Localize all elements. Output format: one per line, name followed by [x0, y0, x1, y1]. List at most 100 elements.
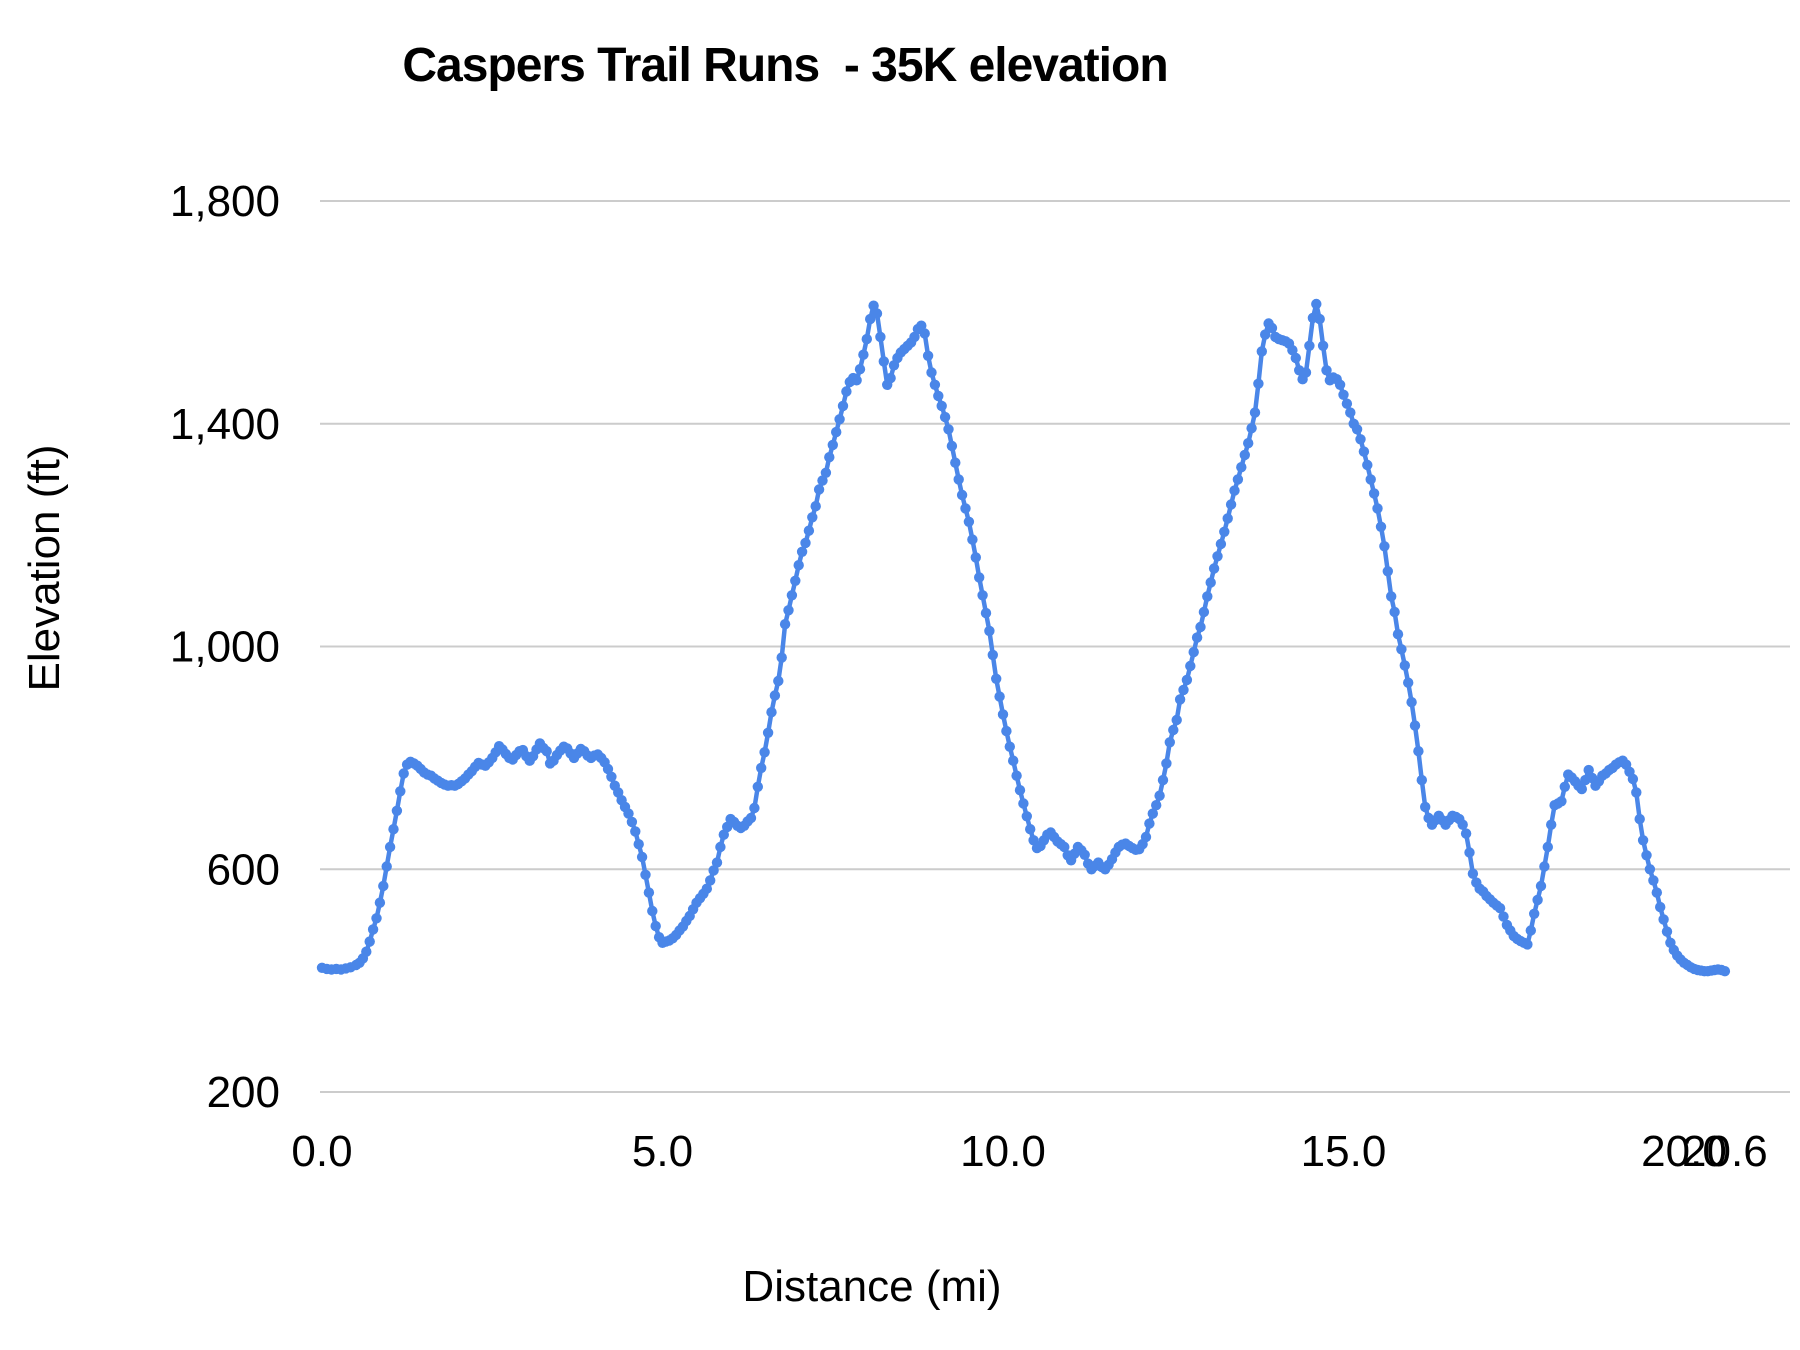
data-point — [950, 457, 961, 468]
data-point — [623, 808, 634, 819]
x-tick-label: 15.0 — [1301, 1127, 1387, 1176]
data-point — [953, 474, 964, 485]
data-point — [854, 364, 866, 375]
data-point — [974, 572, 985, 583]
y-tick-label: 1,800 — [170, 177, 280, 226]
data-point — [388, 824, 399, 835]
data-point — [1157, 774, 1169, 786]
y-tick-label: 1,400 — [170, 400, 280, 449]
data-point — [1256, 346, 1268, 357]
data-point — [1576, 783, 1588, 795]
data-point — [381, 861, 392, 872]
data-point — [371, 913, 382, 924]
data-point — [1420, 801, 1431, 813]
data-point — [1164, 737, 1176, 748]
data-point — [960, 503, 971, 514]
data-point — [1025, 824, 1036, 835]
data-point — [1151, 800, 1162, 811]
data-point — [1144, 818, 1155, 829]
data-point — [756, 762, 767, 774]
data-point — [1079, 849, 1090, 860]
data-point — [885, 372, 896, 384]
data-point — [1260, 329, 1271, 340]
data-point — [1368, 488, 1380, 499]
data-point — [1382, 566, 1394, 577]
x-tick-label: 20.6 — [1682, 1127, 1768, 1176]
data-point — [391, 805, 403, 816]
data-point — [630, 826, 641, 837]
data-point — [1154, 790, 1165, 801]
data-point — [1392, 629, 1404, 640]
data-point — [939, 411, 951, 423]
data-point — [1314, 313, 1325, 325]
data-point — [1018, 798, 1029, 809]
data-point — [1641, 850, 1652, 861]
data-point — [803, 525, 815, 536]
x-tick-label: 5.0 — [632, 1127, 693, 1176]
data-point — [643, 887, 655, 898]
data-point — [1338, 389, 1349, 400]
data-point — [1345, 407, 1356, 418]
data-point — [1287, 345, 1298, 356]
data-point — [1542, 841, 1554, 853]
data-point — [790, 575, 801, 586]
gridlines — [320, 200, 1790, 1093]
data-point — [374, 897, 386, 908]
data-point — [929, 379, 941, 390]
data-point — [1655, 901, 1666, 913]
data-point — [800, 537, 811, 549]
data-point — [650, 920, 661, 932]
data-point — [1651, 887, 1663, 898]
data-point — [1229, 485, 1240, 496]
data-point — [871, 308, 883, 319]
data-point — [1413, 746, 1424, 757]
series-line — [319, 301, 1728, 974]
data-point — [701, 883, 712, 894]
data-point — [810, 501, 821, 512]
data-point — [1358, 446, 1370, 457]
data-point — [1174, 694, 1186, 705]
data-point — [711, 857, 723, 868]
data-point — [1396, 644, 1407, 655]
data-point — [1225, 499, 1237, 510]
data-point — [1304, 340, 1315, 351]
data-point — [1266, 322, 1278, 334]
data-point — [776, 652, 787, 663]
data-point — [759, 747, 770, 758]
data-point — [715, 841, 726, 853]
y-tick-label: 600 — [207, 845, 280, 894]
data-point — [1246, 423, 1257, 434]
data-point — [766, 707, 777, 718]
data-point — [1525, 925, 1537, 936]
data-point — [1059, 841, 1070, 853]
data-point — [1300, 367, 1312, 378]
data-point — [1191, 632, 1203, 643]
data-point — [1494, 903, 1506, 914]
data-point — [933, 390, 944, 402]
data-point — [909, 331, 920, 343]
data-point — [820, 467, 832, 478]
y-tick-label: 200 — [207, 1068, 280, 1117]
data-point — [1008, 755, 1019, 766]
data-point — [956, 489, 968, 501]
data-point — [708, 865, 719, 876]
data-point — [1546, 819, 1557, 830]
data-point — [1535, 880, 1547, 892]
data-point — [640, 869, 651, 880]
data-point — [1539, 861, 1550, 872]
data-point — [786, 590, 798, 601]
data-point — [858, 349, 869, 360]
data-point — [916, 320, 927, 331]
data-point — [1317, 340, 1329, 351]
data-point — [834, 414, 845, 425]
data-point — [364, 936, 375, 947]
x-tick-labels: 0.0 5.0 10.0 15.0 20.020.6 — [291, 1127, 1767, 1176]
data-point — [762, 727, 774, 738]
x-tick-label: 20.0 — [1641, 1127, 1727, 1176]
data-point — [827, 439, 838, 451]
data-point — [1341, 398, 1353, 409]
data-point — [1334, 379, 1346, 390]
data-point — [1403, 677, 1414, 688]
data-point — [1522, 939, 1533, 950]
